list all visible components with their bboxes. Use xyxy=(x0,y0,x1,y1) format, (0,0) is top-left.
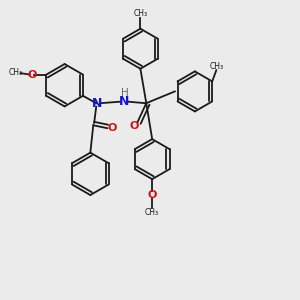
Text: O: O xyxy=(129,121,139,131)
Text: N: N xyxy=(119,94,129,108)
Text: CH₃: CH₃ xyxy=(210,61,224,70)
Text: O: O xyxy=(27,70,37,80)
Text: O: O xyxy=(107,123,116,133)
Text: CH₃: CH₃ xyxy=(9,68,23,77)
Text: CH₃: CH₃ xyxy=(145,208,159,217)
Text: N: N xyxy=(92,97,102,110)
Text: CH₃: CH₃ xyxy=(133,9,148,18)
Text: H: H xyxy=(121,88,129,98)
Text: O: O xyxy=(148,190,157,200)
